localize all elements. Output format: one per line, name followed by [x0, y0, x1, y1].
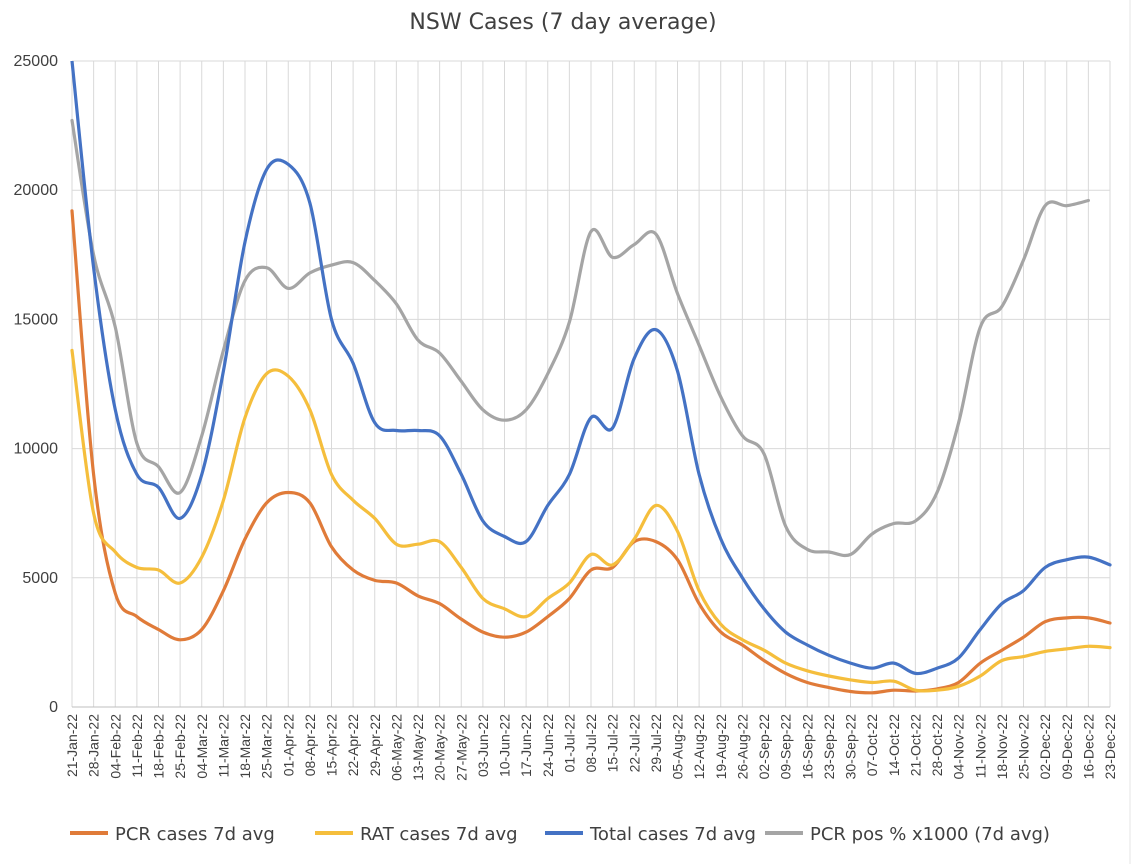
x-tick-label: 21-Jan-22 — [64, 714, 80, 777]
x-tick-label: 05-Aug-22 — [670, 714, 686, 780]
x-tick-label: 09-Dec-22 — [1059, 714, 1075, 780]
x-tick-label: 03-Jun-22 — [475, 714, 491, 777]
x-tick-label: 28-Jan-22 — [86, 714, 102, 777]
y-axis-tick-labels: 0 5000 10000 15000 20000 25000 — [14, 53, 59, 716]
x-tick-label: 18-Mar-22 — [237, 714, 253, 779]
x-tick-label: 11-Nov-22 — [972, 714, 988, 779]
y-tick-label: 0 — [49, 699, 58, 716]
x-tick-label: 25-Mar-22 — [259, 714, 275, 779]
series-lines — [70, 61, 1112, 695]
x-tick-label: 06-May-22 — [388, 714, 404, 781]
x-tick-label: 19-Aug-22 — [713, 714, 729, 780]
legend: PCR cases 7d avg RAT cases 7d avg Total ca… — [70, 824, 1050, 845]
x-tick-label: 04-Nov-22 — [951, 714, 967, 780]
x-tick-label: 25-Nov-22 — [1016, 714, 1032, 780]
horizontal-gridlines — [72, 60, 1110, 708]
x-tick-label: 15-Apr-22 — [324, 714, 340, 776]
x-tick-label: 01-Apr-22 — [280, 714, 296, 776]
x-tick-label: 23-Sep-22 — [821, 714, 837, 780]
x-axis-tick-labels: 21-Jan-22 28-Jan-22 04-Feb-22 11-Feb-22 18-F… — [64, 714, 1118, 781]
legend-label: Total cases 7d avg — [589, 824, 756, 845]
x-tick-label: 08-Jul-22 — [583, 714, 599, 773]
y-tick-label: 15000 — [14, 311, 59, 328]
y-tick-label: 25000 — [14, 53, 59, 70]
legend-label: PCR pos % x1000 (7d avg) — [810, 824, 1050, 845]
x-tick-label: 18-Nov-22 — [994, 714, 1010, 780]
x-tick-label: 16-Dec-22 — [1080, 714, 1096, 780]
legend-label: PCR cases 7d avg — [115, 824, 275, 845]
chart-title: NSW Cases (7 day average) — [409, 10, 716, 35]
x-tick-label: 02-Sep-22 — [756, 714, 772, 780]
y-tick-label: 20000 — [14, 182, 59, 199]
x-tick-label: 30-Sep-22 — [843, 714, 859, 780]
x-tick-label: 13-May-22 — [410, 714, 426, 781]
y-tick-label: 5000 — [22, 570, 58, 587]
x-tick-label: 26-Aug-22 — [734, 714, 750, 780]
x-tick-label: 07-Oct-22 — [864, 714, 880, 776]
x-tick-label: 04-Feb-22 — [107, 714, 123, 779]
series-line-pcr-pos-x1000-7d-avg — [70, 118, 1090, 558]
x-tick-label: 25-Feb-22 — [172, 714, 188, 779]
x-tick-label: 11-Mar-22 — [215, 714, 231, 778]
x-tick-label: 02-Dec-22 — [1037, 714, 1053, 780]
x-tick-label: 04-Mar-22 — [194, 714, 210, 779]
y-tick-label: 10000 — [14, 441, 59, 458]
x-tick-label: 28-Oct-22 — [929, 714, 945, 776]
x-tick-label: 27-May-22 — [453, 714, 469, 781]
x-tick-label: 09-Sep-22 — [778, 714, 794, 780]
x-tick-label: 29-Jul-22 — [648, 714, 664, 773]
x-tick-label: 12-Aug-22 — [691, 714, 707, 780]
vertical-gridlines — [71, 61, 1111, 707]
x-tick-label: 23-Dec-22 — [1102, 714, 1118, 780]
x-tick-label: 22-Apr-22 — [345, 714, 361, 776]
x-tick-label: 24-Jun-22 — [540, 714, 556, 777]
x-tick-label: 21-Oct-22 — [907, 714, 923, 776]
x-tick-label: 22-Jul-22 — [626, 714, 642, 773]
x-tick-label: 20-May-22 — [432, 714, 448, 781]
x-tick-label: 29-Apr-22 — [367, 714, 383, 776]
series-line-total-cases-7d-avg — [70, 61, 1112, 676]
x-tick-label: 15-Jul-22 — [605, 714, 621, 773]
x-tick-label: 16-Sep-22 — [799, 714, 815, 780]
x-tick-label: 17-Jun-22 — [518, 714, 534, 777]
x-tick-label: 08-Apr-22 — [302, 714, 318, 776]
x-tick-label: 18-Feb-22 — [151, 714, 167, 779]
x-tick-label: 01-Jul-22 — [561, 714, 577, 773]
legend-label: RAT cases 7d avg — [360, 824, 518, 845]
x-tick-label: 10-Jun-22 — [497, 714, 513, 777]
x-tick-label: 11-Feb-22 — [129, 714, 145, 778]
series-line-rat-cases-7d-avg — [70, 348, 1112, 693]
x-tick-label: 14-Oct-22 — [886, 714, 902, 776]
